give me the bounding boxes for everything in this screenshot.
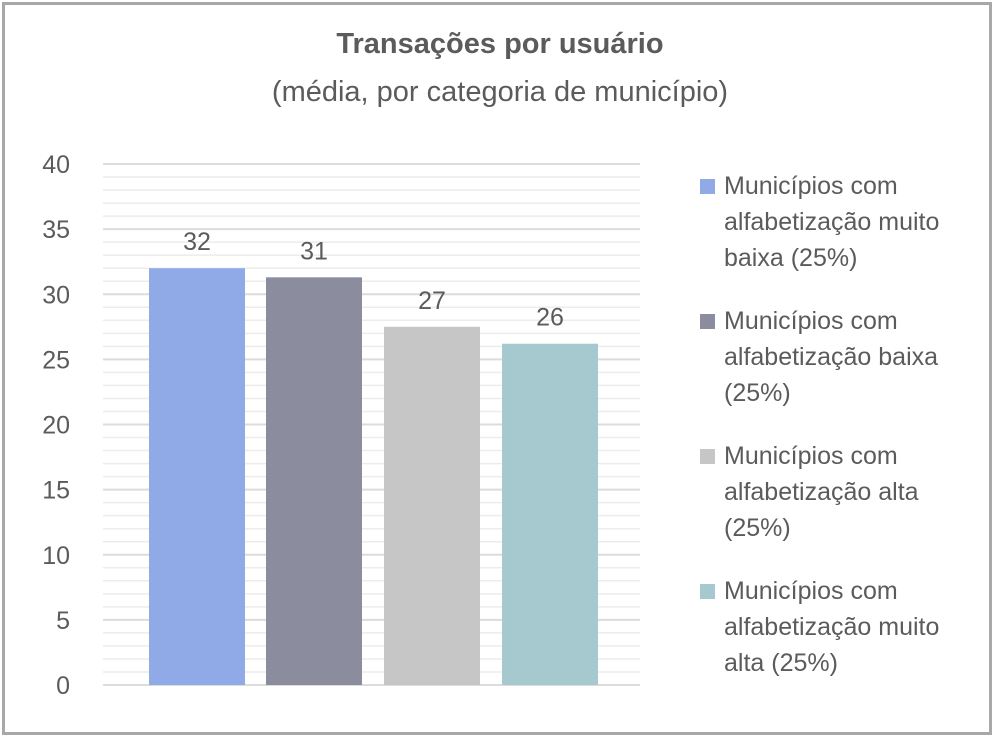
y-tick-label: 20 [42,412,70,440]
y-tick-label: 0 [56,672,70,700]
y-tick-label: 30 [42,281,70,309]
chart-legend: Municípios com alfabetização muito baixa (… [700,168,990,708]
data-label: 32 [183,228,211,256]
y-tick-label: 25 [42,346,70,374]
legend-label: Municípios com alfabetização baixa (25%) [724,307,939,407]
chart-title: Transações por usuário [336,28,664,60]
y-tick-label: 5 [56,607,70,635]
bar [384,326,480,685]
y-tick-label: 10 [42,542,70,570]
legend-label: Municípios com alfabetização alta (25%) [724,442,919,542]
y-tick-label: 35 [42,216,70,244]
legend-item: Municípios com alfabetização muito baixa (… [700,168,990,276]
data-label: 27 [418,287,446,315]
legend-swatch [700,584,715,599]
bar [149,268,245,685]
legend-item: Municípios com alfabetização alta (25%) [700,438,990,546]
legend-swatch [700,314,715,329]
data-label: 31 [300,237,328,265]
data-label: 26 [536,304,564,332]
chart-subtitle: (média, por categoria de município) [271,76,729,108]
legend-item: Municípios com alfabetização muito alta (2… [700,573,990,681]
legend-label: Municípios com alfabetização muito baixa (… [724,172,940,272]
legend-label: Municípios com alfabetização muito alta (2… [724,577,940,677]
y-tick-label: 15 [42,477,70,505]
legend-item: Municípios com alfabetização baixa (25%) [700,303,990,411]
bar [502,343,598,685]
legend-swatch [700,449,715,464]
legend-swatch [700,179,715,194]
y-tick-label: 40 [42,151,70,179]
bar [266,277,362,685]
